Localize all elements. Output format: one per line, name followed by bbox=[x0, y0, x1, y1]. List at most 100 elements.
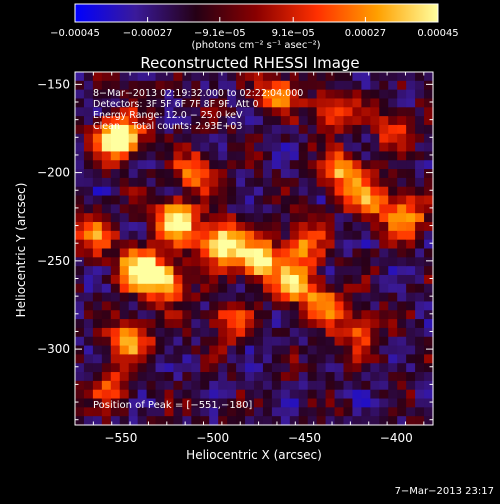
heatmap-cell bbox=[200, 292, 210, 303]
heatmap-cell bbox=[75, 354, 85, 364]
heatmap-cell bbox=[209, 195, 219, 205]
heatmap-cell bbox=[262, 239, 273, 250]
heatmap-cell bbox=[379, 222, 389, 232]
heatmap-cell bbox=[128, 389, 139, 400]
heatmap-cell bbox=[92, 380, 103, 391]
heatmap-cell bbox=[119, 80, 130, 91]
heatmap-cell bbox=[316, 327, 327, 338]
heatmap-cell bbox=[209, 186, 219, 197]
heatmap-cell bbox=[271, 266, 282, 276]
heatmap-grid bbox=[75, 72, 434, 426]
heatmap-cell bbox=[298, 230, 309, 241]
heatmap-cell bbox=[245, 169, 255, 179]
heatmap-cell bbox=[316, 124, 327, 135]
heatmap-cell bbox=[191, 230, 201, 241]
heatmap-cell bbox=[424, 169, 434, 179]
heatmap-cell bbox=[146, 301, 157, 311]
heatmap-cell bbox=[316, 80, 327, 91]
total-counts-label: Total counts: 2.93E+03 bbox=[131, 121, 242, 132]
heatmap-cell bbox=[406, 116, 416, 126]
heatmap-cell bbox=[388, 80, 398, 91]
heatmap-cell bbox=[361, 195, 371, 205]
heatmap-cell bbox=[343, 160, 354, 170]
heatmap-cell bbox=[227, 195, 237, 205]
heatmap-cell bbox=[406, 248, 416, 258]
heatmap-cell bbox=[182, 160, 192, 170]
heatmap-cell bbox=[155, 319, 166, 329]
heatmap-cell bbox=[361, 177, 371, 188]
heatmap-cell bbox=[245, 310, 255, 320]
heatmap-cell bbox=[218, 195, 228, 205]
heatmap-cell bbox=[75, 283, 85, 294]
heatmap-cell bbox=[119, 372, 130, 382]
heatmap-cell bbox=[236, 169, 246, 179]
heatmap-cell bbox=[137, 177, 148, 188]
heatmap-cell bbox=[173, 248, 183, 258]
heatmap-cell bbox=[101, 239, 112, 250]
heatmap-cell bbox=[110, 177, 121, 188]
heatmap-cell bbox=[254, 407, 264, 417]
heatmap-cell bbox=[164, 160, 175, 170]
heatmap-cell bbox=[325, 186, 336, 197]
heatmap-cell bbox=[254, 336, 264, 347]
heatmap-cell bbox=[424, 257, 434, 267]
heatmap-cell bbox=[137, 124, 148, 135]
heatmap-cell bbox=[173, 416, 183, 426]
heatmap-cell bbox=[110, 380, 121, 391]
heatmap-cell bbox=[379, 292, 389, 303]
heatmap-cell bbox=[92, 354, 103, 364]
heatmap-cell bbox=[236, 266, 246, 276]
heatmap-cell bbox=[164, 80, 175, 91]
heatmap-cell bbox=[343, 177, 354, 188]
heatmap-cell bbox=[200, 160, 210, 170]
heatmap-cell bbox=[397, 407, 407, 417]
heatmap-cell bbox=[415, 301, 425, 311]
heatmap-cell bbox=[388, 310, 398, 320]
heatmap-cell bbox=[164, 416, 175, 426]
y-tick-label: −300 bbox=[37, 342, 70, 356]
heatmap-cell bbox=[370, 160, 380, 170]
heatmap-cell bbox=[307, 327, 318, 338]
heatmap-cell bbox=[227, 204, 237, 214]
heatmap-cell bbox=[424, 89, 434, 100]
heatmap-cell bbox=[236, 292, 246, 303]
heatmap-cell bbox=[209, 292, 219, 303]
heatmap-cell bbox=[370, 177, 380, 188]
heatmap-cell bbox=[307, 416, 318, 426]
heatmap-cell bbox=[334, 354, 345, 364]
heatmap-cell bbox=[191, 301, 201, 311]
heatmap-cell bbox=[128, 124, 139, 135]
heatmap-cell bbox=[173, 222, 183, 232]
heatmap-cell bbox=[343, 72, 354, 82]
heatmap-cell bbox=[200, 345, 210, 355]
heatmap-cell bbox=[101, 354, 112, 364]
heatmap-cell bbox=[325, 177, 336, 188]
heatmap-cell bbox=[343, 363, 354, 373]
heatmap-cell bbox=[280, 363, 291, 373]
heatmap-cell bbox=[218, 336, 228, 347]
heatmap-cell bbox=[415, 266, 425, 276]
heatmap-cell bbox=[191, 204, 201, 214]
heatmap-cell bbox=[397, 380, 407, 391]
heatmap-cell bbox=[137, 239, 148, 250]
heatmap-cell bbox=[200, 222, 210, 232]
heatmap-cell bbox=[191, 345, 201, 355]
heatmap-cell bbox=[352, 248, 362, 258]
heatmap-cell bbox=[173, 72, 183, 82]
heatmap-cell bbox=[415, 283, 425, 294]
heatmap-cell bbox=[271, 310, 282, 320]
heatmap-cell bbox=[191, 89, 201, 100]
heatmap-cell bbox=[173, 283, 183, 294]
heatmap-cell bbox=[101, 301, 112, 311]
heatmap-cell bbox=[200, 204, 210, 214]
heatmap-cell bbox=[316, 407, 327, 417]
heatmap-cell bbox=[173, 336, 183, 347]
heatmap-cell bbox=[137, 142, 148, 153]
heatmap-cell bbox=[146, 345, 157, 355]
heatmap-cell bbox=[325, 204, 336, 214]
heatmap-cell bbox=[289, 177, 300, 188]
heatmap-cell bbox=[334, 151, 345, 161]
heatmap-cell bbox=[218, 133, 228, 144]
heatmap-cell bbox=[316, 301, 327, 311]
heatmap-cell bbox=[379, 124, 389, 135]
